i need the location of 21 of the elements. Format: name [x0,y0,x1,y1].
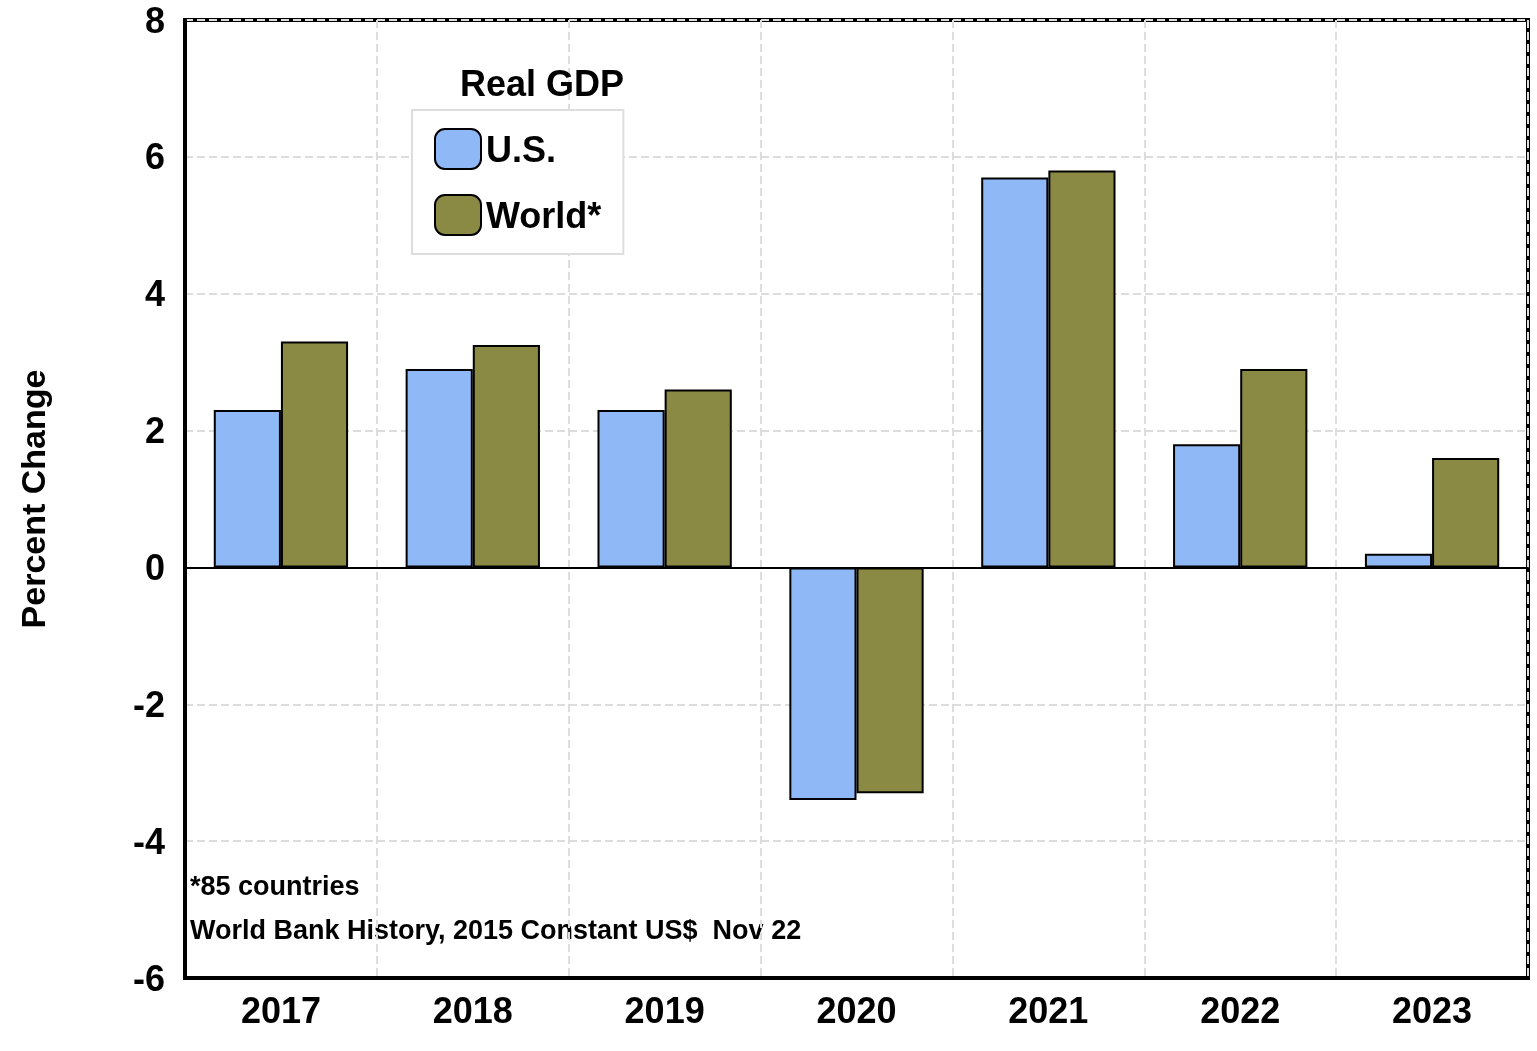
x-tick-label: 2020 [816,989,897,1031]
y-axis-title: Percent Change [14,369,52,629]
y-tick-label: 2 [144,410,165,452]
legend-title: Real GDP [460,62,625,104]
y-tick-label: -4 [132,820,165,862]
x-tick-label: 2017 [240,989,321,1031]
annotation: *85 countries [190,870,360,901]
y-tick-label: -2 [132,683,165,725]
x-tick-label: 2019 [624,989,705,1031]
y-tick-label: 4 [144,273,165,315]
legend-label: World* [486,194,602,236]
y-tick-label: 8 [144,0,165,41]
annotation: World Bank History, 2015 Constant US$ Nov 22 [190,914,802,945]
x-tick-label: 2023 [1392,989,1473,1031]
y-tick-label: 0 [144,546,165,588]
legend-label: U.S. [486,128,557,170]
y-tick-label: -6 [132,957,165,999]
y-tick-label: 6 [144,136,165,178]
x-tick-label: 2022 [1200,989,1281,1031]
x-tick-label: 2018 [432,989,513,1031]
x-tick-label: 2021 [1008,989,1089,1031]
